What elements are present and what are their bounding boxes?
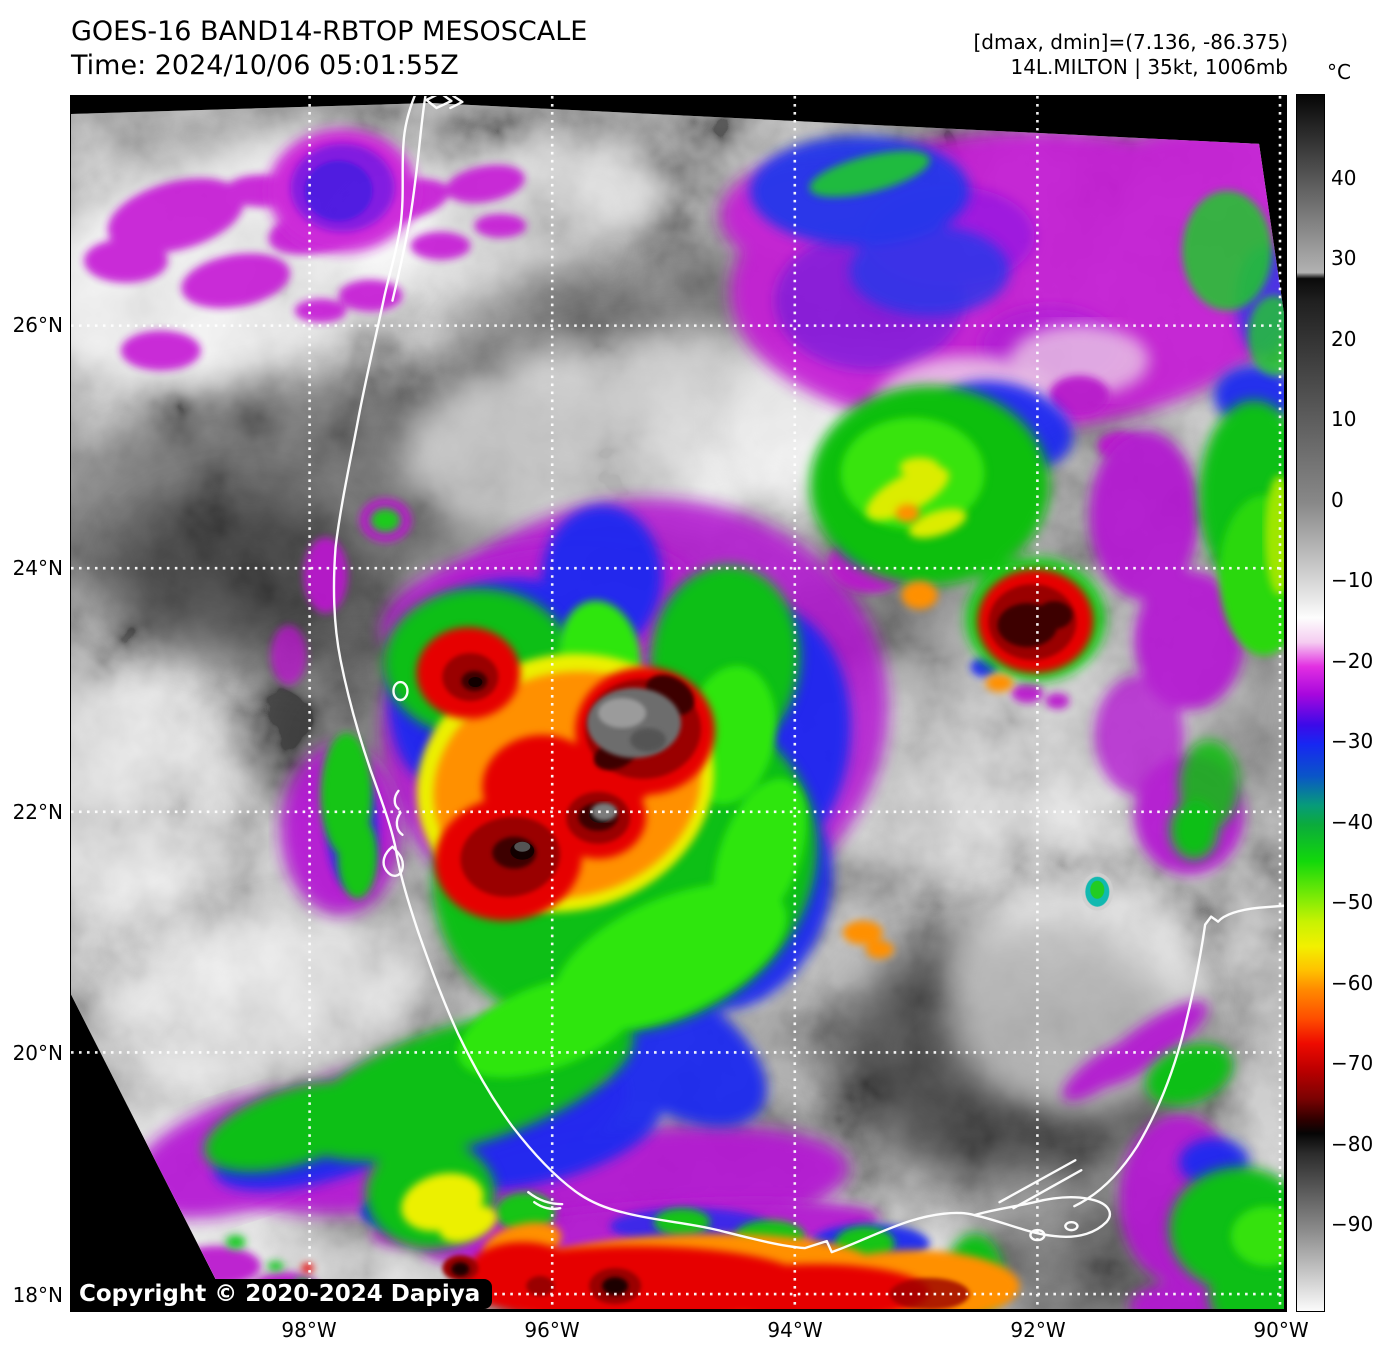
colorbar-tick: −70 — [1331, 1051, 1374, 1075]
lat-label: 18°N — [12, 1283, 63, 1307]
lon-label: 96°W — [524, 1318, 580, 1342]
colorbar-tick: 0 — [1331, 488, 1344, 512]
coastline — [332, 96, 1284, 1254]
cloud-field — [71, 102, 1284, 1309]
deep-convection-red-layer — [301, 569, 1094, 1309]
colorbar-tick: −20 — [1331, 649, 1374, 673]
colorbar-tick: −40 — [1331, 810, 1374, 834]
lon-label: 90°W — [1253, 1318, 1309, 1342]
lat-label: 22°N — [12, 800, 63, 824]
storm-info: 14L.MILTON | 35kt, 1006mb — [1010, 55, 1288, 79]
satellite-map: Copyright © 2020-2024 Dapiya — [70, 95, 1287, 1312]
colorbar-tick: −10 — [1331, 568, 1374, 592]
colorbar-tick: −80 — [1331, 1132, 1374, 1156]
header-right: [dmax, dmin]=(7.136, -86.375) 14L.MILTON… — [973, 30, 1288, 80]
lon-label: 98°W — [281, 1318, 337, 1342]
colorbar — [1296, 94, 1325, 1312]
lat-label: 26°N — [12, 313, 63, 337]
lat-label: 20°N — [12, 1041, 63, 1065]
colorbar-unit: °C — [1327, 60, 1351, 84]
colorbar-tick: 30 — [1331, 246, 1357, 270]
lat-label: 24°N — [12, 556, 63, 580]
colorbar-tick: 40 — [1331, 166, 1357, 190]
storm-warm-core — [514, 688, 681, 852]
lon-label: 94°W — [767, 1318, 823, 1342]
satellite-image — [71, 96, 1284, 1309]
colorbar-tick: −90 — [1331, 1212, 1374, 1236]
colorbar-tick: 20 — [1331, 327, 1357, 351]
page-title: GOES-16 BAND14-RBTOP MESOSCALE — [71, 16, 588, 47]
copyright-badge: Copyright © 2020-2024 Dapiya — [71, 1279, 493, 1309]
colorbar-tick: −30 — [1331, 729, 1374, 753]
timestamp: Time: 2024/10/06 05:01:55Z — [71, 50, 459, 81]
colorbar-tick: 10 — [1331, 407, 1357, 431]
lon-label: 92°W — [1010, 1318, 1066, 1342]
colorbar-tick: −50 — [1331, 890, 1374, 914]
colorbar-tick: −60 — [1331, 971, 1374, 995]
range-info: [dmax, dmin]=(7.136, -86.375) — [973, 30, 1288, 54]
